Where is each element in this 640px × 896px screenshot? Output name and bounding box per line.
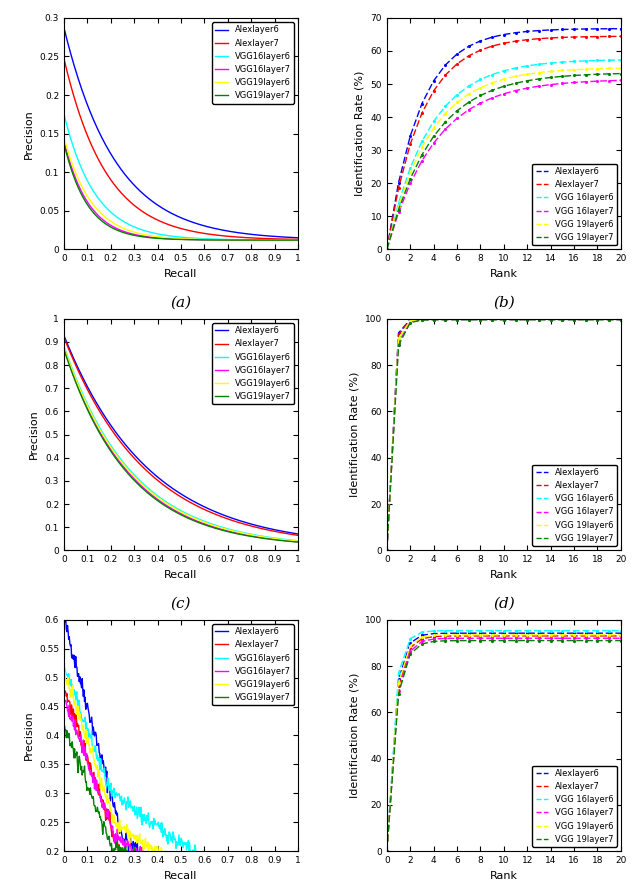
Y-axis label: Precision: Precision — [24, 108, 33, 159]
X-axis label: Rank: Rank — [490, 269, 518, 279]
Text: (b): (b) — [493, 296, 515, 310]
Legend: Alexlayer6, Alexlayer7, VGG 16layer6, VGG 16layer7, VGG 19layer6, VGG 19layer7: Alexlayer6, Alexlayer7, VGG 16layer6, VG… — [532, 164, 616, 246]
Y-axis label: Identification Rate (%): Identification Rate (%) — [349, 673, 359, 798]
Y-axis label: Identification Rate (%): Identification Rate (%) — [349, 372, 359, 497]
X-axis label: Rank: Rank — [490, 871, 518, 881]
Text: (a): (a) — [170, 296, 191, 310]
Text: (d): (d) — [493, 597, 515, 610]
Y-axis label: Identification Rate (%): Identification Rate (%) — [355, 71, 365, 196]
Legend: Alexlayer6, Alexlayer7, VGG16layer6, VGG16layer7, VGG19layer6, VGG19layer7: Alexlayer6, Alexlayer7, VGG16layer6, VGG… — [212, 22, 294, 104]
Legend: Alexlayer6, Alexlayer7, VGG16layer6, VGG16layer7, VGG19layer6, VGG19layer7: Alexlayer6, Alexlayer7, VGG16layer6, VGG… — [212, 624, 294, 705]
Text: (c): (c) — [171, 597, 191, 610]
X-axis label: Recall: Recall — [164, 570, 198, 580]
Legend: Alexlayer6, Alexlayer7, VGG 16layer6, VGG 16layer7, VGG 19layer6, VGG 19layer7: Alexlayer6, Alexlayer7, VGG 16layer6, VG… — [532, 765, 616, 847]
Legend: Alexlayer6, Alexlayer7, VGG 16layer6, VGG 16layer7, VGG 19layer6, VGG 19layer7: Alexlayer6, Alexlayer7, VGG 16layer6, VG… — [532, 465, 616, 547]
Legend: Alexlayer6, Alexlayer7, VGG16layer6, VGG16layer7, VGG19layer6, VGG19layer7: Alexlayer6, Alexlayer7, VGG16layer6, VGG… — [212, 323, 294, 404]
X-axis label: Recall: Recall — [164, 269, 198, 279]
X-axis label: Recall: Recall — [164, 871, 198, 881]
Y-axis label: Precision: Precision — [24, 711, 33, 761]
X-axis label: Rank: Rank — [490, 570, 518, 580]
Y-axis label: Precision: Precision — [29, 409, 39, 460]
